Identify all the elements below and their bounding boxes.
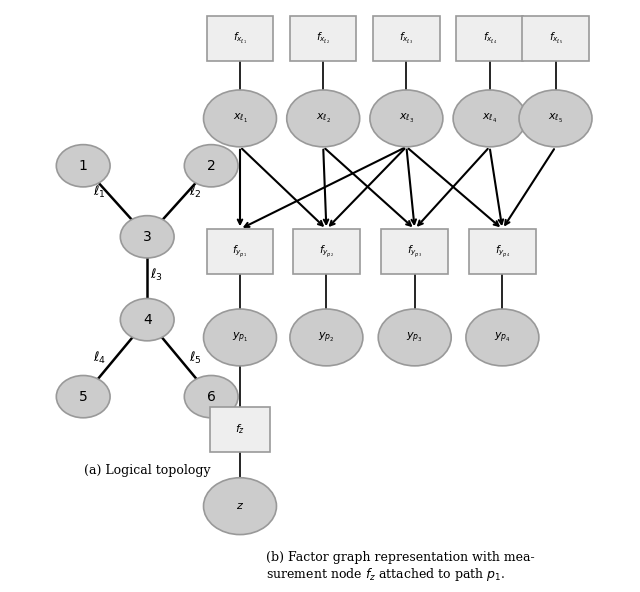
Ellipse shape bbox=[466, 309, 539, 366]
Text: $f_z$: $f_z$ bbox=[235, 422, 245, 436]
Text: $f_{y_{p_1}}$: $f_{y_{p_1}}$ bbox=[232, 243, 248, 260]
Ellipse shape bbox=[120, 298, 174, 341]
Ellipse shape bbox=[519, 90, 592, 147]
Text: 1: 1 bbox=[79, 159, 88, 173]
Text: $\ell_3$: $\ell_3$ bbox=[150, 267, 163, 284]
Text: $x_{\ell_3}$: $x_{\ell_3}$ bbox=[399, 112, 414, 125]
Text: $f_{x_{\ell_3}}$: $f_{x_{\ell_3}}$ bbox=[399, 31, 413, 46]
Ellipse shape bbox=[204, 90, 276, 147]
Text: (a) Logical topology: (a) Logical topology bbox=[84, 464, 211, 477]
Text: $f_{y_{p_3}}$: $f_{y_{p_3}}$ bbox=[407, 243, 422, 260]
Text: $f_{x_{\ell_5}}$: $f_{x_{\ell_5}}$ bbox=[548, 31, 563, 46]
Text: $y_{p_4}$: $y_{p_4}$ bbox=[494, 330, 511, 345]
Text: $f_{x_{\ell_1}}$: $f_{x_{\ell_1}}$ bbox=[233, 31, 247, 46]
Text: $x_{\ell_2}$: $x_{\ell_2}$ bbox=[316, 112, 331, 125]
Text: $f_{x_{\ell_2}}$: $f_{x_{\ell_2}}$ bbox=[316, 31, 330, 46]
FancyBboxPatch shape bbox=[373, 16, 440, 61]
Text: 2: 2 bbox=[207, 159, 216, 173]
Text: $\ell_1$: $\ell_1$ bbox=[93, 184, 106, 201]
FancyBboxPatch shape bbox=[210, 407, 270, 452]
FancyBboxPatch shape bbox=[207, 229, 273, 274]
Text: $z$: $z$ bbox=[236, 501, 244, 511]
FancyBboxPatch shape bbox=[469, 229, 536, 274]
Text: $x_{\ell_1}$: $x_{\ell_1}$ bbox=[232, 112, 248, 125]
Ellipse shape bbox=[204, 309, 276, 366]
Text: $y_{p_3}$: $y_{p_3}$ bbox=[406, 330, 423, 345]
Text: $f_{y_{p_2}}$: $f_{y_{p_2}}$ bbox=[319, 243, 334, 260]
FancyBboxPatch shape bbox=[290, 16, 356, 61]
FancyBboxPatch shape bbox=[381, 229, 448, 274]
Text: 4: 4 bbox=[143, 313, 152, 327]
Ellipse shape bbox=[204, 478, 276, 535]
FancyBboxPatch shape bbox=[522, 16, 589, 61]
Ellipse shape bbox=[370, 90, 443, 147]
FancyBboxPatch shape bbox=[456, 16, 523, 61]
Text: $y_{p_2}$: $y_{p_2}$ bbox=[318, 330, 335, 345]
Ellipse shape bbox=[453, 90, 526, 147]
FancyBboxPatch shape bbox=[293, 229, 360, 274]
Ellipse shape bbox=[56, 375, 110, 418]
FancyBboxPatch shape bbox=[207, 16, 273, 61]
Text: 5: 5 bbox=[79, 390, 88, 404]
Ellipse shape bbox=[287, 90, 360, 147]
Text: $f_{x_{\ell_4}}$: $f_{x_{\ell_4}}$ bbox=[483, 31, 497, 46]
Ellipse shape bbox=[184, 144, 238, 187]
Ellipse shape bbox=[120, 215, 174, 258]
Text: $\ell_2$: $\ell_2$ bbox=[189, 184, 202, 201]
Text: $x_{\ell_4}$: $x_{\ell_4}$ bbox=[482, 112, 497, 125]
Text: 6: 6 bbox=[207, 390, 216, 404]
Ellipse shape bbox=[378, 309, 451, 366]
Text: 3: 3 bbox=[143, 230, 152, 244]
Text: $x_{\ell_5}$: $x_{\ell_5}$ bbox=[548, 112, 563, 125]
Text: $\ell_4$: $\ell_4$ bbox=[93, 350, 106, 366]
Ellipse shape bbox=[184, 375, 238, 418]
Text: $f_{y_{p_4}}$: $f_{y_{p_4}}$ bbox=[495, 243, 510, 260]
Text: $\ell_5$: $\ell_5$ bbox=[189, 350, 202, 366]
Ellipse shape bbox=[56, 144, 110, 187]
Text: (b) Factor graph representation with mea-
surement node $f_z$ attached to path $: (b) Factor graph representation with mea… bbox=[266, 551, 534, 583]
Text: $y_{p_1}$: $y_{p_1}$ bbox=[232, 330, 248, 345]
Ellipse shape bbox=[290, 309, 363, 366]
